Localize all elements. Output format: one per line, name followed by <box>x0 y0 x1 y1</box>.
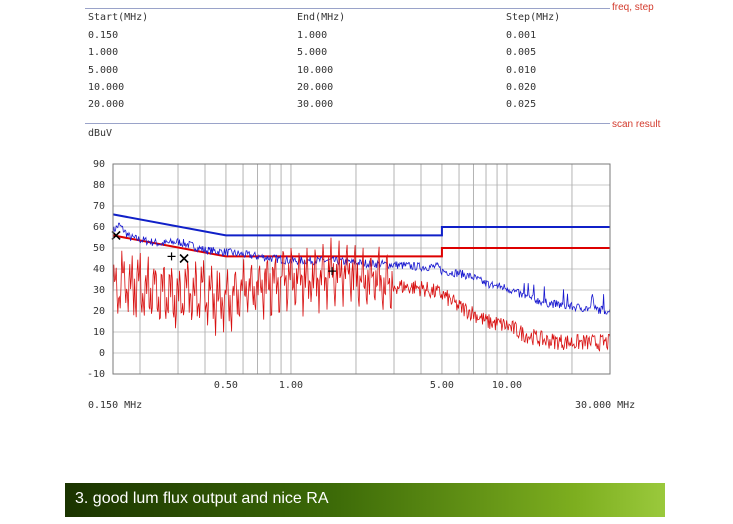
table-cell: 5.000 <box>297 47 328 58</box>
y-tick-label: 50 <box>93 243 105 254</box>
y-tick-label: 20 <box>93 306 105 317</box>
table-cell: 1.000 <box>297 30 328 41</box>
table-cell: 1.000 <box>88 47 119 58</box>
x-tick-label: 0.50 <box>214 380 238 391</box>
x-tick-label: 1.00 <box>279 380 303 391</box>
average-trace <box>112 237 611 352</box>
banner-text: 3. good lum flux output and nice RA <box>75 490 329 507</box>
marker-stroke <box>179 253 189 264</box>
x-end-label: 30.000 MHz <box>575 400 635 411</box>
freq-step-label: freq, step <box>612 2 654 13</box>
table-cell: 10.000 <box>297 65 334 76</box>
y-tick-label: 0 <box>99 348 105 359</box>
limit-line <box>112 213 610 237</box>
y-tick-label: 40 <box>93 264 105 275</box>
table-cell: 0.001 <box>506 30 537 41</box>
section-rule-scan <box>85 123 610 124</box>
limit-line <box>112 234 610 258</box>
table-cell: 30.000 <box>297 99 334 110</box>
table-cell: 0.010 <box>506 65 537 76</box>
emission-chart: dBuV -10 0 10 20 30 40 50 60 70 80 90 0.50 1.00 5.00… <box>87 128 635 411</box>
chart-series <box>112 213 611 352</box>
scan-result-label: scan result <box>612 119 661 130</box>
y-tick-label: 70 <box>93 201 105 212</box>
x-tick-label: 10.00 <box>492 380 522 391</box>
section-rule-freq <box>85 8 610 9</box>
marker-plus <box>328 267 337 276</box>
y-tick-label: -10 <box>87 369 105 380</box>
table-cell: 0.020 <box>506 82 537 93</box>
marker-cross <box>179 253 189 264</box>
table-cell: 0.150 <box>88 30 119 41</box>
table-cell: 20.000 <box>88 99 125 110</box>
x-tick-labels: 0.50 1.00 5.00 10.00 <box>214 380 522 391</box>
table-header-start: Start(MHz) <box>88 12 149 23</box>
x-start-label: 0.150 MHz <box>88 400 142 411</box>
y-tick-label: 10 <box>93 327 105 338</box>
plot-frame <box>112 163 611 375</box>
y-tick-label: 80 <box>93 180 105 191</box>
y-tick-label: 30 <box>93 285 105 296</box>
y-axis-label: dBuV <box>88 128 112 139</box>
table-cell: 0.025 <box>506 99 537 110</box>
table-header-step: Step(MHz) <box>506 12 561 23</box>
y-tick-label: 60 <box>93 222 105 233</box>
table-header-end: End(MHz) <box>297 12 346 23</box>
table-cell: 10.000 <box>88 82 125 93</box>
x-tick-label: 5.00 <box>430 380 454 391</box>
table-cell: 20.000 <box>297 82 334 93</box>
marker-plus <box>167 252 176 261</box>
y-tick-labels: -10 0 10 20 30 40 50 60 70 80 90 <box>87 159 105 380</box>
feature-banner: 3. good lum flux output and nice RA <box>65 483 665 517</box>
y-tick-label: 90 <box>93 159 105 170</box>
table-cell: 5.000 <box>88 65 119 76</box>
table-cell: 0.005 <box>506 47 537 58</box>
peak-trace <box>112 222 611 315</box>
